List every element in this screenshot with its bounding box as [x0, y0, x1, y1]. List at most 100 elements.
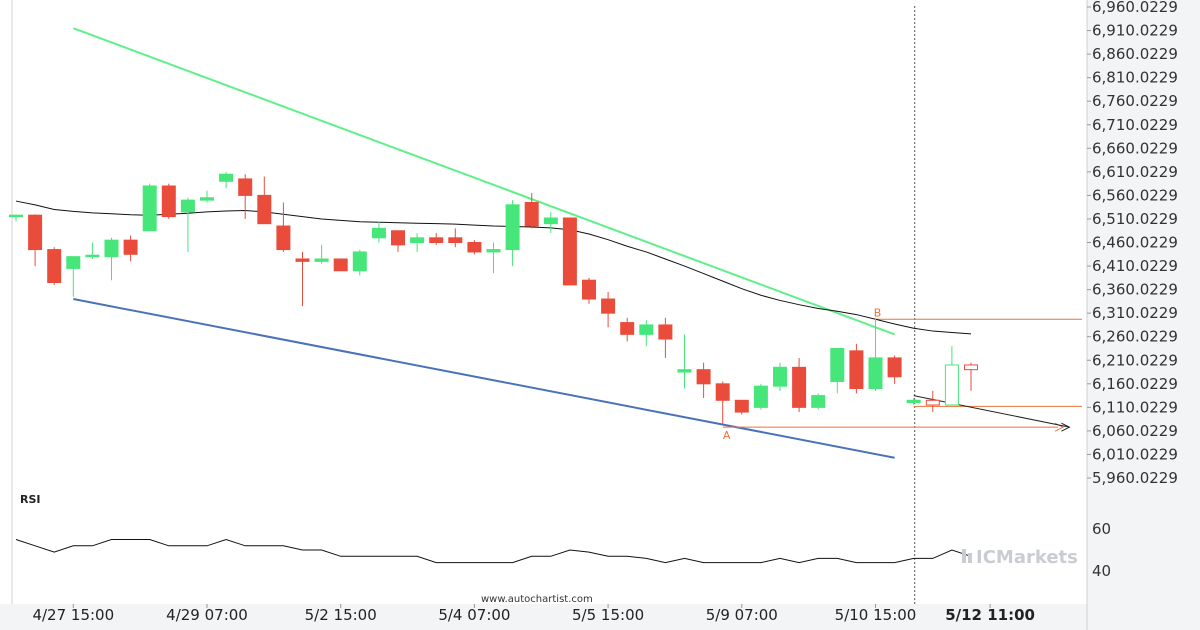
- candle: [849, 343, 864, 394]
- price-tick-label: 6,660.0229: [1092, 139, 1178, 157]
- upper-trend-line: [72, 27, 895, 336]
- candle-body: [238, 178, 253, 196]
- candle: [505, 200, 520, 267]
- candle: [715, 381, 730, 424]
- time-tick-label: 5/9 07:00: [706, 606, 778, 624]
- candle: [28, 214, 43, 267]
- candle-body: [352, 251, 367, 272]
- lower-trend-line: [73, 298, 895, 459]
- candle-body: [467, 242, 482, 253]
- candle: [562, 217, 577, 286]
- price-tick-label: 6,360.0229: [1092, 281, 1178, 299]
- rsi-tick-label: 60: [1092, 520, 1111, 538]
- candle: [295, 251, 310, 307]
- candle-body: [830, 347, 845, 382]
- candle-body: [142, 185, 157, 232]
- point-b-label: B: [874, 306, 882, 319]
- brand-label: ICMarkets: [976, 547, 1078, 568]
- candle-body: [180, 199, 195, 213]
- price-tick-label: 6,460.0229: [1092, 234, 1178, 252]
- candle: [887, 355, 902, 384]
- candle: [773, 362, 787, 391]
- candle: [925, 390, 940, 413]
- candle: [257, 176, 272, 225]
- candle-body: [696, 369, 711, 385]
- candle: [543, 211, 558, 234]
- candle: [314, 244, 329, 264]
- candle: [677, 334, 692, 389]
- price-tick-label: 6,010.0229: [1092, 445, 1178, 463]
- price-tick-label: 6,410.0229: [1092, 257, 1178, 275]
- candle-body: [314, 258, 329, 262]
- candle: [964, 362, 978, 391]
- candle-body: [410, 237, 425, 244]
- time-tick-label: 5/4 07:00: [438, 606, 510, 624]
- price-tick-label: 6,260.0229: [1092, 328, 1178, 346]
- candle-body: [887, 357, 902, 378]
- candle: [696, 362, 711, 398]
- point-a-label: A: [723, 429, 731, 442]
- candle-body: [123, 239, 138, 255]
- candle-body: [715, 383, 730, 401]
- candle: [352, 249, 367, 276]
- candle-body: [868, 357, 883, 390]
- time-tick-label: 5/10 15:00: [835, 606, 917, 624]
- candle-body: [391, 230, 405, 246]
- candle-body: [200, 197, 214, 201]
- candle: [276, 202, 291, 252]
- candle-body: [734, 399, 749, 413]
- source-label: www.autochartist.com: [481, 594, 593, 605]
- candle: [161, 183, 176, 219]
- time-tick-label: 5/2 15:00: [305, 606, 377, 624]
- time-tick-label: 4/27 15:00: [32, 606, 114, 624]
- candle-body: [505, 204, 520, 251]
- candle: [9, 214, 23, 222]
- candle: [104, 237, 119, 281]
- candle: [47, 247, 62, 285]
- candle-body: [658, 324, 673, 340]
- candle-body: [620, 322, 635, 335]
- price-tick-label: 6,810.0229: [1092, 69, 1178, 87]
- candle-body: [601, 298, 616, 314]
- candle-body: [582, 279, 596, 300]
- candle-body: [639, 324, 654, 335]
- time-tick-label: 4/29 07:00: [166, 606, 248, 624]
- candle: [792, 357, 807, 413]
- candle: [410, 233, 425, 252]
- candle-body: [486, 249, 501, 253]
- price-tick-label: 6,510.0229: [1092, 210, 1178, 228]
- price-tick-label: 6,860.0229: [1092, 45, 1178, 63]
- candle: [180, 197, 195, 252]
- candle-body: [85, 254, 100, 258]
- candle-body: [925, 399, 940, 406]
- candle-body: [371, 227, 386, 239]
- candle-body: [295, 258, 310, 262]
- brand-logo-bar: [962, 549, 966, 563]
- candle-body: [448, 237, 463, 244]
- candle: [66, 256, 81, 297]
- candle-body: [104, 239, 119, 258]
- rsi-tick-label: 40: [1092, 562, 1111, 580]
- price-tick-label: 5,960.0229: [1092, 469, 1178, 487]
- candle: [734, 399, 749, 415]
- candle: [142, 183, 157, 232]
- candle-body: [849, 350, 864, 390]
- candle-body: [562, 217, 577, 286]
- price-tick-label: 6,110.0229: [1092, 398, 1178, 416]
- price-tick-label: 6,160.0229: [1092, 375, 1178, 393]
- candle: [486, 242, 501, 274]
- candle-body: [9, 214, 23, 218]
- candle: [429, 233, 444, 245]
- candle-body: [66, 256, 81, 269]
- price-tick-label: 6,310.0229: [1092, 304, 1178, 322]
- candle: [200, 190, 214, 203]
- candle: [85, 242, 100, 259]
- candle-body: [964, 364, 978, 371]
- candle-body: [944, 364, 959, 406]
- candle-body: [276, 225, 291, 251]
- candle-body: [524, 201, 539, 227]
- candle: [448, 228, 463, 248]
- time-tick-label: 5/12 11:00: [945, 606, 1035, 624]
- candle: [868, 317, 883, 391]
